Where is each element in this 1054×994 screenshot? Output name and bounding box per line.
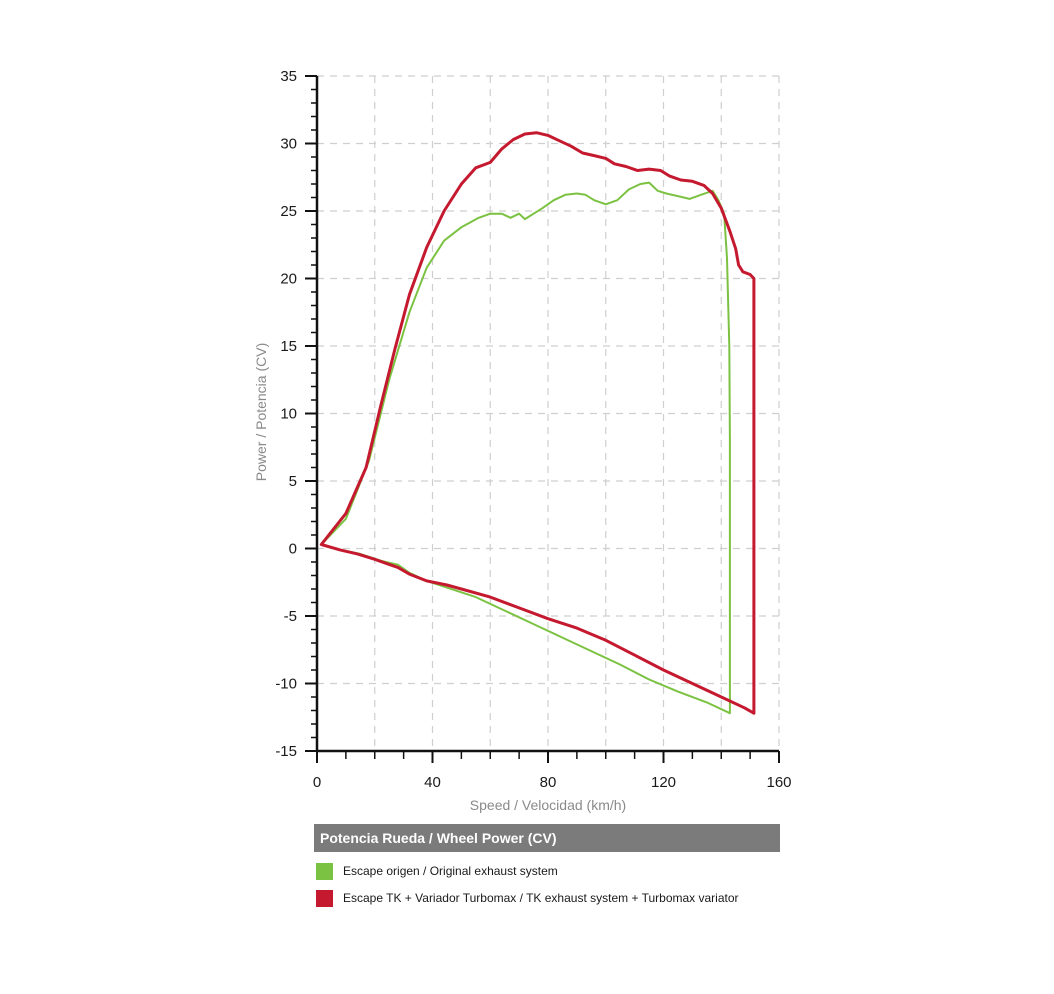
- x-tick-label: 160: [766, 774, 791, 791]
- y-tick-label: -15: [275, 743, 297, 760]
- x-tick-label: 120: [651, 774, 676, 791]
- legend-swatch-tk: [316, 889, 333, 907]
- y-axis-title: Power / Potencia (CV): [253, 343, 269, 482]
- legend-item-tk: Escape TK + Variador Turbomax / TK exhau…: [316, 888, 739, 908]
- legend-label-original: Escape origen / Original exhaust system: [343, 864, 558, 878]
- axes: [305, 75, 780, 763]
- tick-labels: -15 -10 -5 0 5 10 15 20 25 30 35 0 40 80 120 160: [275, 68, 791, 791]
- y-tick-label: -10: [275, 676, 297, 693]
- y-tick-label: 20: [280, 271, 297, 288]
- x-axis-title: Speed / Velocidad (km/h): [470, 797, 626, 813]
- y-tick-label: 15: [280, 338, 297, 355]
- y-tick-label: 10: [280, 406, 297, 423]
- legend-label-tk: Escape TK + Variador Turbomax / TK exhau…: [343, 891, 739, 905]
- legend-title: Potencia Rueda / Wheel Power (CV): [314, 824, 780, 852]
- legend-swatch-original: [316, 862, 333, 880]
- y-tick-label: 35: [280, 68, 297, 85]
- y-tick-label: 25: [280, 203, 297, 220]
- y-tick-label: 5: [289, 473, 297, 490]
- x-tick-label: 40: [424, 774, 441, 791]
- y-tick-label: 30: [280, 136, 297, 153]
- series-line-original: [320, 181, 731, 715]
- series-line-tk: [319, 131, 756, 715]
- series-layer: [319, 131, 756, 715]
- x-tick-label: 0: [313, 774, 321, 791]
- y-tick-label: 0: [289, 541, 297, 558]
- x-tick-label: 80: [540, 774, 557, 791]
- y-tick-label: -5: [284, 608, 297, 625]
- legend-item-original: Escape origen / Original exhaust system: [316, 861, 558, 881]
- grid: [317, 75, 780, 751]
